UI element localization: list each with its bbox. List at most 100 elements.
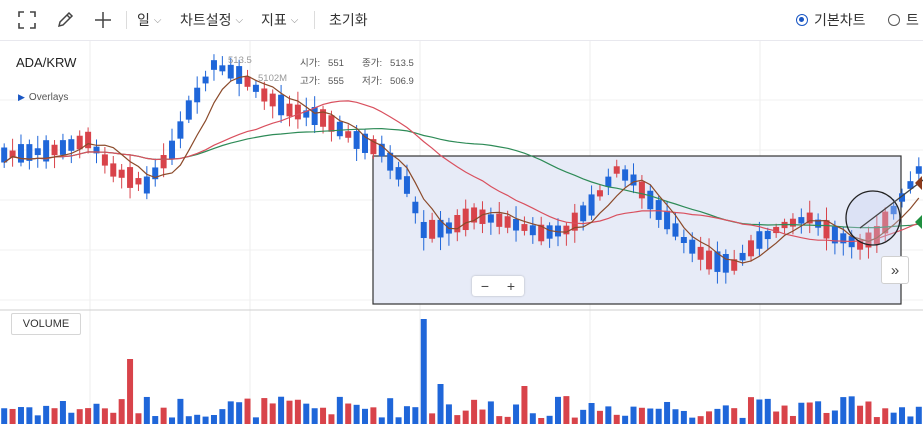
- candle-body: [596, 190, 603, 197]
- volume-bar: [798, 402, 805, 424]
- candle-body: [789, 218, 796, 227]
- candle-body: [135, 178, 142, 185]
- info-ghost-2-wrap: 5102M: [258, 73, 287, 84]
- second-chart-radio[interactable]: 트: [888, 0, 919, 40]
- candle-body: [504, 216, 511, 228]
- volume-bar: [311, 408, 318, 424]
- open-label: 시가:: [300, 58, 321, 69]
- candle-body: [143, 176, 150, 194]
- radio-unselected-icon: [888, 14, 900, 26]
- scroll-right-button[interactable]: »: [881, 256, 909, 284]
- candle-body: [152, 167, 159, 180]
- period-label: 일: [137, 12, 150, 28]
- volume-bar: [26, 407, 33, 424]
- volume-bar: [68, 412, 75, 424]
- basic-chart-label: 기본차트: [814, 12, 866, 28]
- volume-bar: [596, 410, 603, 424]
- pencil-icon[interactable]: [56, 0, 74, 40]
- candle-body: [269, 93, 276, 107]
- volume-bar: [706, 411, 713, 424]
- candle-body: [613, 166, 620, 174]
- indicator-dropdown[interactable]: 지표 ⌵: [261, 0, 298, 40]
- volume-bar: [672, 409, 679, 424]
- candle-body: [26, 144, 33, 161]
- play-triangle-icon: ▶: [18, 92, 25, 102]
- volume-bar: [336, 396, 343, 424]
- volume-bar: [722, 405, 729, 424]
- candle-body: [882, 211, 889, 234]
- volume-bar: [546, 415, 553, 424]
- candle-body: [320, 109, 327, 127]
- candle-body: [672, 223, 679, 237]
- ma-mid-line: [3, 100, 920, 243]
- volume-bar: [370, 407, 377, 424]
- close-label: 종가:: [362, 58, 383, 69]
- candle-body: [773, 226, 780, 234]
- volume-bar: [513, 404, 520, 424]
- volume-bar: [915, 406, 922, 424]
- candle-body: [689, 239, 696, 254]
- candle-body: [571, 212, 578, 231]
- fullscreen-icon[interactable]: [18, 0, 36, 40]
- candle-body: [731, 259, 738, 271]
- volume-bar: [831, 410, 838, 424]
- candle-body: [185, 100, 192, 120]
- volume-bar: [219, 409, 226, 424]
- candle-body: [487, 214, 494, 223]
- chart-settings-label: 차트설정: [180, 12, 232, 28]
- volume-bar: [412, 407, 419, 424]
- crosshair-plus-icon[interactable]: [94, 0, 112, 40]
- price-chart[interactable]: [0, 41, 923, 424]
- volume-bar: [143, 396, 150, 424]
- info-high: 고가: 555: [300, 73, 344, 87]
- candle-body: [680, 236, 687, 244]
- volume-bar: [815, 401, 822, 424]
- ma-short-line: [3, 75, 920, 264]
- volume-bar: [613, 414, 620, 424]
- volume-bar: [462, 410, 469, 424]
- volume-bar: [269, 403, 276, 424]
- candle-body: [915, 166, 922, 174]
- volume-bar: [34, 415, 41, 424]
- volume-bar: [638, 407, 645, 424]
- volume-bar: [252, 417, 259, 424]
- candle-body: [429, 219, 436, 239]
- candle-body: [831, 226, 838, 244]
- candle-body: [890, 205, 897, 215]
- candle-body: [118, 169, 125, 178]
- candle-body: [353, 131, 360, 149]
- reset-button[interactable]: 초기화: [329, 0, 368, 40]
- trend-line: [859, 179, 923, 229]
- volume-bar: [689, 417, 696, 424]
- candle-body: [588, 194, 595, 216]
- volume-bar: [496, 416, 503, 424]
- second-chart-label: 트: [906, 12, 919, 28]
- volume-bar: [588, 403, 595, 424]
- volume-bar: [9, 408, 16, 424]
- basic-chart-radio[interactable]: 기본차트: [796, 0, 866, 40]
- zoom-out-button[interactable]: −: [480, 278, 490, 294]
- overlays-toggle[interactable]: ▶ Overlays: [18, 92, 68, 103]
- candle-body: [387, 152, 394, 171]
- volume-bar: [873, 417, 880, 424]
- period-dropdown[interactable]: 일 ⌵: [137, 0, 161, 40]
- volume-bar: [764, 398, 771, 424]
- volume-bar: [554, 396, 561, 424]
- volume-bar: [823, 412, 830, 424]
- chart-settings-dropdown[interactable]: 차트설정 ⌵: [180, 0, 243, 40]
- volume-bar: [630, 406, 637, 424]
- high-value: 555: [328, 76, 344, 87]
- candle-body: [756, 231, 763, 249]
- zoom-in-button[interactable]: +: [506, 278, 516, 294]
- candle-body: [554, 225, 561, 237]
- candle-body: [747, 240, 754, 257]
- candle-body: [210, 60, 217, 70]
- candle-body: [362, 133, 369, 153]
- candle-body: [412, 201, 419, 214]
- volume-bar: [471, 399, 478, 424]
- candle-body: [51, 144, 58, 156]
- candle-body: [454, 215, 461, 233]
- volume-bar: [294, 399, 301, 424]
- volume-bar: [445, 404, 452, 424]
- info-close: 종가: 513.5: [362, 55, 414, 69]
